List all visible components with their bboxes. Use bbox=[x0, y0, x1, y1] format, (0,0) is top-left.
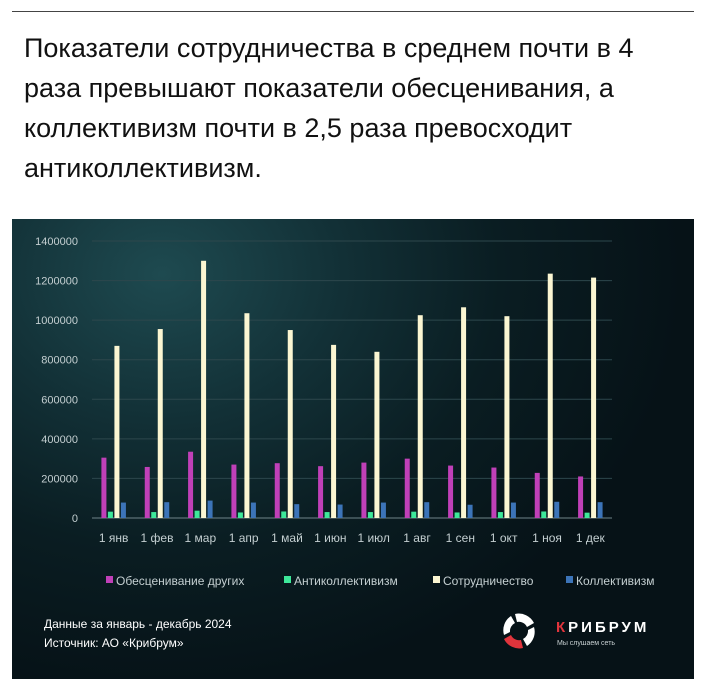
bar bbox=[244, 313, 250, 518]
bar bbox=[367, 512, 373, 518]
bar bbox=[237, 512, 243, 518]
chart-grid bbox=[92, 240, 612, 519]
bar bbox=[120, 502, 126, 518]
data-source-note: Источник: АО «Крибрум» bbox=[44, 636, 184, 650]
bar bbox=[274, 463, 280, 518]
chart-bars bbox=[101, 260, 603, 518]
data-period-note: Данные за январь - декабрь 2024 bbox=[44, 617, 232, 631]
x-tick-label: 1 июн bbox=[314, 531, 346, 545]
x-axis-labels: 1 янв 1 фев 1 мар 1 апр 1 май 1 июн 1 июл 1 авг… bbox=[99, 531, 606, 545]
x-tick-label: 1 дек bbox=[576, 531, 606, 545]
bar bbox=[144, 466, 150, 518]
x-tick-label: 1 окт bbox=[490, 531, 518, 545]
bar bbox=[504, 316, 510, 518]
legend-swatch bbox=[566, 576, 573, 583]
y-tick-label: 200000 bbox=[41, 473, 78, 485]
bar bbox=[578, 476, 584, 518]
bar bbox=[417, 315, 423, 518]
bar bbox=[361, 462, 367, 518]
bar bbox=[461, 307, 467, 518]
bar bbox=[467, 504, 473, 518]
bar bbox=[201, 260, 207, 518]
y-tick-label: 1400000 bbox=[35, 236, 78, 248]
legend-label: Коллективизм bbox=[576, 574, 655, 588]
bar bbox=[157, 329, 163, 518]
x-tick-label: 1 мар bbox=[185, 531, 217, 545]
bar bbox=[294, 504, 300, 518]
bar bbox=[337, 504, 343, 518]
legend-label: Антиколлективизм bbox=[294, 574, 398, 588]
y-tick-label: 0 bbox=[72, 513, 78, 525]
y-tick-label: 400000 bbox=[41, 434, 78, 446]
bar bbox=[207, 500, 213, 518]
top-divider bbox=[12, 11, 694, 12]
bar bbox=[424, 502, 430, 518]
headline: Показатели сотрудничества в среднем почт… bbox=[24, 33, 634, 183]
bar bbox=[101, 457, 107, 518]
logo-wordmark-accent: К bbox=[556, 619, 569, 636]
bar bbox=[318, 466, 324, 518]
bar bbox=[164, 502, 170, 518]
bar bbox=[597, 502, 603, 518]
bar bbox=[534, 472, 540, 518]
bar bbox=[584, 512, 590, 518]
x-tick-label: 1 янв bbox=[99, 531, 129, 545]
bar bbox=[404, 458, 410, 518]
logo-tagline: Мы слушаем сеть bbox=[557, 640, 616, 647]
x-tick-label: 1 апр bbox=[229, 531, 259, 545]
kribrum-logo-icon bbox=[503, 613, 535, 649]
x-tick-label: 1 июл bbox=[357, 531, 389, 545]
bar bbox=[151, 512, 157, 518]
bar bbox=[231, 464, 237, 518]
legend-swatch bbox=[433, 576, 440, 583]
y-tick-label: 600000 bbox=[41, 394, 78, 406]
x-tick-label: 1 май bbox=[271, 531, 303, 545]
bar bbox=[491, 467, 497, 518]
bar bbox=[331, 344, 337, 518]
bar bbox=[250, 502, 256, 518]
bar bbox=[411, 511, 417, 518]
legend-label: Обесценивание других bbox=[116, 574, 244, 588]
bar bbox=[510, 502, 516, 518]
bar bbox=[448, 465, 454, 518]
y-tick-label: 1000000 bbox=[35, 315, 78, 327]
x-tick-label: 1 сен bbox=[446, 531, 475, 545]
x-tick-label: 1 фев bbox=[141, 531, 174, 545]
x-tick-label: 1 авг bbox=[403, 531, 431, 545]
chart-panel bbox=[12, 219, 694, 679]
bar bbox=[107, 511, 113, 518]
bar bbox=[591, 277, 597, 518]
chart-legend: Обесценивание других Антиколлективизм Сотр… bbox=[106, 574, 655, 588]
y-axis-labels: 0 200000 400000 600000 800000 1000000 1200000 1… bbox=[35, 236, 78, 525]
bar bbox=[497, 512, 503, 518]
bar bbox=[281, 511, 287, 518]
bar bbox=[188, 451, 194, 518]
bar bbox=[374, 351, 380, 518]
bar bbox=[554, 501, 560, 518]
logo-wordmark-rest: РИБРУМ bbox=[568, 619, 650, 636]
y-tick-label: 800000 bbox=[41, 355, 78, 367]
legend-swatch bbox=[284, 576, 291, 583]
y-tick-label: 1200000 bbox=[35, 276, 78, 288]
logo-wordmark: КРИБРУМ bbox=[556, 619, 649, 636]
x-tick-label: 1 ноя bbox=[532, 531, 562, 545]
legend-label: Сотрудничество bbox=[443, 574, 534, 588]
bar bbox=[287, 330, 293, 518]
bar bbox=[547, 273, 553, 518]
bar bbox=[454, 512, 460, 518]
legend-swatch bbox=[106, 576, 113, 583]
bar bbox=[114, 345, 120, 518]
bar bbox=[541, 511, 547, 518]
bar bbox=[324, 512, 330, 518]
bar bbox=[194, 510, 200, 518]
bar bbox=[380, 502, 386, 518]
